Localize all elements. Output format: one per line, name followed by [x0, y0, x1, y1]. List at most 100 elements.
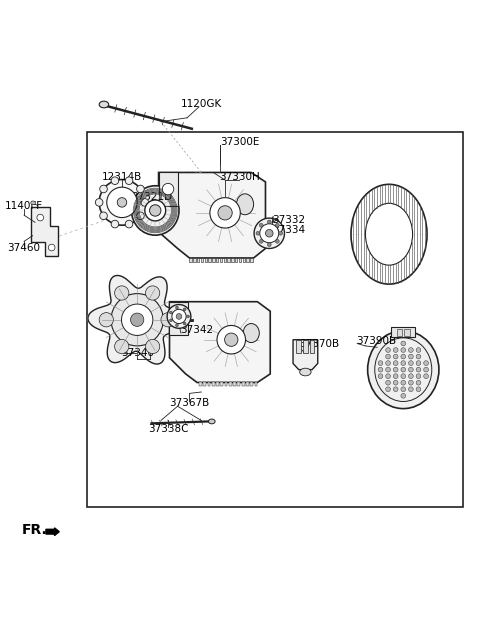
Ellipse shape [125, 177, 133, 185]
Ellipse shape [393, 361, 398, 365]
Bar [228, 258, 230, 262]
Ellipse shape [183, 308, 186, 311]
Bar [238, 382, 240, 386]
Text: 37334: 37334 [273, 226, 306, 236]
Ellipse shape [115, 340, 129, 353]
Ellipse shape [145, 286, 160, 300]
Text: 1140FF: 1140FF [5, 201, 43, 210]
Bar [296, 340, 301, 353]
Ellipse shape [111, 294, 163, 346]
Ellipse shape [351, 185, 427, 284]
Bar [233, 382, 236, 386]
Bar [229, 382, 232, 386]
Polygon shape [88, 275, 186, 364]
Ellipse shape [408, 387, 413, 392]
Ellipse shape [99, 312, 113, 327]
Bar [193, 258, 196, 262]
Ellipse shape [141, 198, 149, 206]
Ellipse shape [416, 361, 421, 365]
Ellipse shape [386, 381, 390, 385]
Ellipse shape [218, 206, 232, 220]
Ellipse shape [31, 201, 36, 205]
Polygon shape [293, 340, 318, 370]
Ellipse shape [161, 312, 175, 327]
Bar [220, 382, 223, 386]
Ellipse shape [267, 243, 271, 246]
Ellipse shape [208, 419, 215, 424]
Ellipse shape [162, 183, 174, 195]
Bar [254, 382, 257, 386]
Polygon shape [31, 207, 58, 256]
Bar [216, 382, 219, 386]
Ellipse shape [416, 367, 421, 372]
Ellipse shape [259, 223, 263, 227]
Ellipse shape [401, 381, 406, 385]
Ellipse shape [416, 381, 421, 385]
Ellipse shape [145, 200, 166, 221]
Ellipse shape [424, 367, 429, 372]
Ellipse shape [378, 361, 383, 365]
Ellipse shape [210, 198, 240, 228]
Ellipse shape [393, 367, 398, 372]
Ellipse shape [111, 177, 119, 185]
Ellipse shape [386, 361, 390, 365]
Polygon shape [169, 302, 270, 382]
Ellipse shape [393, 381, 398, 385]
Ellipse shape [99, 180, 145, 225]
Ellipse shape [393, 374, 398, 379]
Ellipse shape [137, 185, 144, 193]
Ellipse shape [125, 220, 133, 228]
Bar [201, 258, 203, 262]
Ellipse shape [378, 367, 383, 372]
Ellipse shape [386, 367, 390, 372]
Ellipse shape [259, 239, 263, 243]
Ellipse shape [117, 198, 127, 207]
Text: 37390B: 37390B [356, 336, 396, 346]
Ellipse shape [416, 374, 421, 379]
Bar [199, 382, 202, 386]
Ellipse shape [276, 239, 279, 243]
Ellipse shape [424, 361, 429, 365]
Ellipse shape [265, 229, 273, 237]
Ellipse shape [107, 187, 137, 217]
Text: 37342: 37342 [180, 325, 213, 335]
Ellipse shape [386, 354, 390, 359]
Ellipse shape [176, 324, 179, 326]
Ellipse shape [393, 354, 398, 359]
Text: 37300E: 37300E [220, 137, 260, 147]
Bar [242, 382, 245, 386]
Text: 37460: 37460 [8, 243, 41, 253]
Ellipse shape [386, 374, 390, 379]
Ellipse shape [254, 218, 285, 248]
Ellipse shape [137, 212, 144, 220]
Ellipse shape [386, 348, 390, 352]
Bar [87, 132, 463, 507]
Text: 12314B: 12314B [102, 172, 142, 182]
Ellipse shape [37, 214, 44, 221]
Bar [243, 258, 245, 262]
Text: 37330H: 37330H [219, 172, 260, 182]
Ellipse shape [401, 341, 406, 346]
Ellipse shape [96, 198, 103, 206]
Bar [207, 382, 210, 386]
Ellipse shape [167, 304, 191, 328]
Bar [158, 173, 178, 206]
Ellipse shape [115, 286, 129, 300]
Ellipse shape [393, 387, 398, 392]
Ellipse shape [132, 186, 179, 235]
Ellipse shape [111, 220, 119, 228]
Bar [208, 258, 211, 262]
Ellipse shape [416, 348, 421, 352]
Ellipse shape [401, 367, 406, 372]
Bar [235, 258, 238, 262]
Ellipse shape [279, 231, 283, 235]
Bar [197, 258, 199, 262]
Ellipse shape [401, 354, 406, 359]
Text: 37338C: 37338C [148, 424, 188, 434]
Ellipse shape [276, 223, 279, 227]
Ellipse shape [424, 374, 429, 379]
Ellipse shape [267, 220, 271, 224]
Ellipse shape [408, 374, 413, 379]
Text: FR.: FR. [22, 523, 48, 537]
Bar [216, 258, 218, 262]
